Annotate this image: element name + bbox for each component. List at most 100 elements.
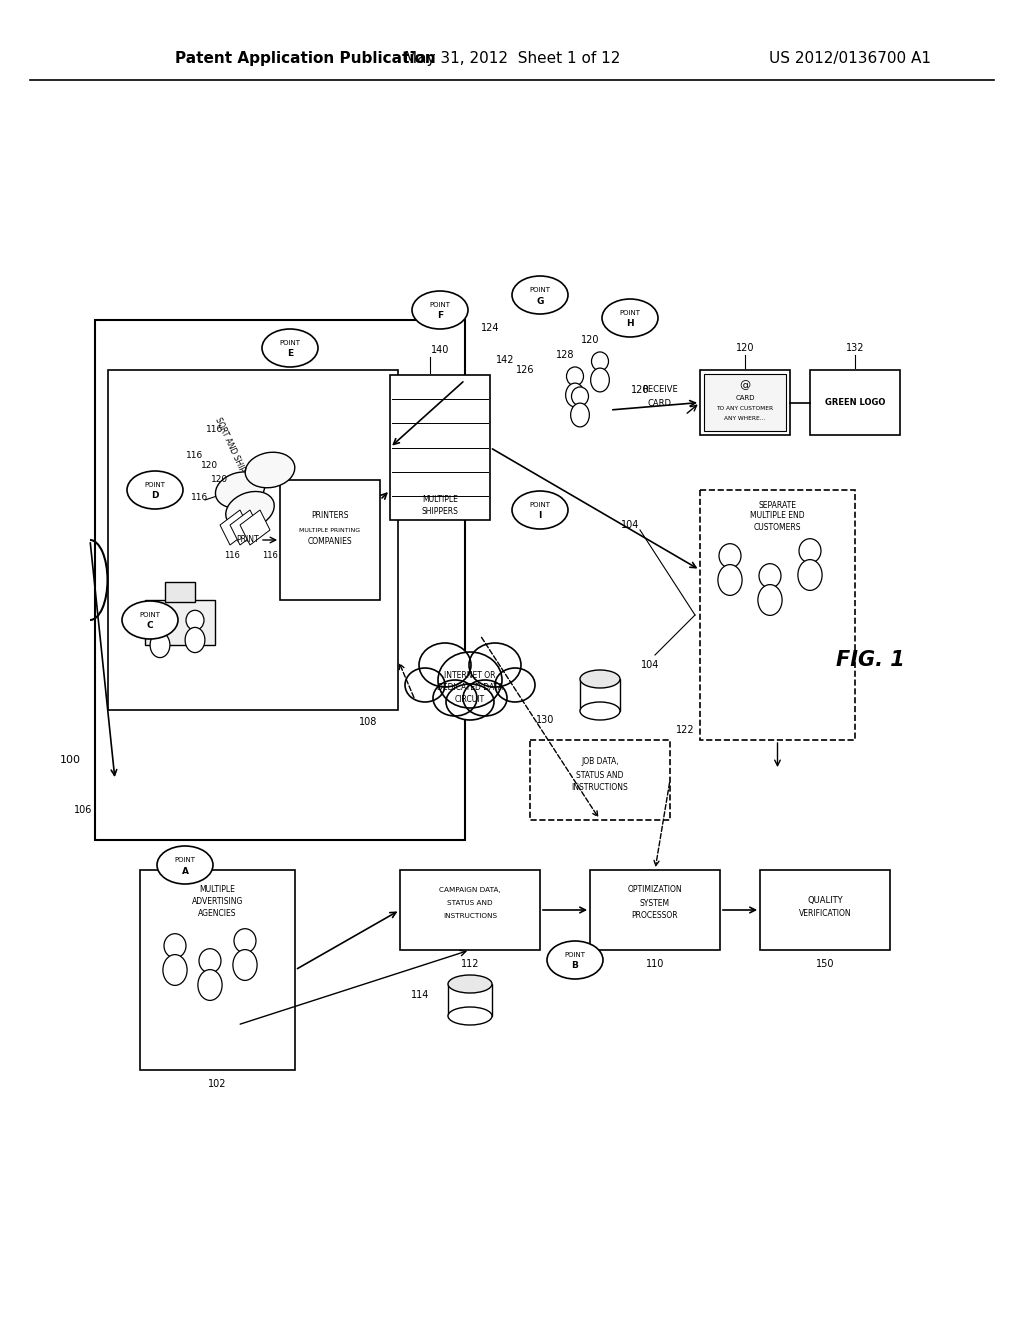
Text: 106: 106 [74,805,92,814]
Text: 150: 150 [816,960,835,969]
Ellipse shape [122,601,178,639]
Ellipse shape [406,668,445,702]
Bar [280,480,380,601]
Ellipse shape [449,975,492,993]
Text: COMPANIES: COMPANIES [307,537,352,546]
Ellipse shape [565,383,585,407]
Text: G: G [537,297,544,305]
Text: 116: 116 [207,425,223,434]
Polygon shape [230,510,260,545]
Text: POINT: POINT [620,310,640,315]
Text: POINT: POINT [144,482,166,488]
Text: 142: 142 [496,355,514,366]
Ellipse shape [469,643,521,686]
Text: @: @ [739,380,751,389]
Text: 120: 120 [211,475,228,484]
Text: D: D [152,491,159,500]
Ellipse shape [759,564,781,587]
Ellipse shape [571,387,589,405]
Bar [590,870,720,950]
Ellipse shape [198,970,222,1001]
Ellipse shape [512,276,568,314]
Bar [705,374,786,432]
Text: SHIPPERS: SHIPPERS [422,507,459,516]
Text: OPTIMIZATION: OPTIMIZATION [628,886,682,895]
Text: STATUS AND: STATUS AND [447,900,493,906]
Ellipse shape [570,403,590,426]
Ellipse shape [566,367,584,385]
Text: 114: 114 [411,990,429,1001]
Ellipse shape [547,941,603,979]
Bar [530,741,670,820]
Text: H: H [627,319,634,329]
Ellipse shape [419,643,471,686]
Text: 130: 130 [536,715,554,725]
Bar [108,370,398,710]
Text: STATUS AND: STATUS AND [577,771,624,780]
Text: CUSTOMERS: CUSTOMERS [754,523,801,532]
Ellipse shape [799,539,821,562]
Ellipse shape [592,352,608,371]
Bar [390,375,490,520]
Text: INSTRUCTIONS: INSTRUCTIONS [571,784,629,792]
Text: MULTIPLE: MULTIPLE [422,495,458,504]
Text: 102: 102 [208,1078,226,1089]
Ellipse shape [164,933,186,958]
Text: CIRCUIT: CIRCUIT [455,694,485,704]
Text: May 31, 2012  Sheet 1 of 12: May 31, 2012 Sheet 1 of 12 [403,50,621,66]
Ellipse shape [580,702,620,719]
Bar [140,870,295,1071]
Text: 116: 116 [191,492,209,502]
Text: C: C [146,622,154,631]
Ellipse shape [127,471,183,510]
Text: VERIFICATION: VERIFICATION [799,908,851,917]
Text: QUALITY: QUALITY [807,895,843,904]
Text: DEDICATED DATA: DEDICATED DATA [437,682,503,692]
Bar [760,870,890,950]
Text: SORT AND SHIP: SORT AND SHIP [213,416,247,474]
Bar [700,370,790,436]
Ellipse shape [463,680,507,715]
Ellipse shape [798,560,822,590]
Text: 104: 104 [641,660,659,671]
Text: POINT: POINT [280,341,300,346]
Text: CARD: CARD [735,395,755,401]
Text: AGENCIES: AGENCIES [199,909,237,919]
Ellipse shape [199,949,221,973]
Text: POINT: POINT [529,286,551,293]
Text: 104: 104 [621,520,639,531]
Text: 122: 122 [676,725,694,735]
Text: US 2012/0136700 A1: US 2012/0136700 A1 [769,50,931,66]
Text: 126: 126 [516,366,535,375]
Text: 116: 116 [186,450,204,459]
Text: ADVERTISING: ADVERTISING [191,898,243,907]
Ellipse shape [186,610,204,630]
Text: RECEIVE: RECEIVE [642,385,678,395]
Ellipse shape [718,565,742,595]
Ellipse shape [438,652,502,708]
Text: E: E [287,350,293,359]
Ellipse shape [433,680,477,715]
Text: GREEN LOGO: GREEN LOGO [824,399,885,407]
Ellipse shape [157,846,213,884]
Bar [95,319,465,840]
Ellipse shape [163,954,187,986]
Text: INTERNET OR: INTERNET OR [444,671,496,680]
Text: SEPARATE: SEPARATE [759,500,797,510]
Ellipse shape [449,1007,492,1026]
Ellipse shape [412,290,468,329]
Text: CARD: CARD [648,399,672,408]
Text: POINT: POINT [529,502,551,508]
Text: MULTIPLE PRINTING: MULTIPLE PRINTING [299,528,360,532]
Text: 100: 100 [59,755,81,766]
Ellipse shape [512,491,568,529]
Text: INSTRUCTIONS: INSTRUCTIONS [443,913,497,919]
Text: A: A [181,866,188,875]
Text: 120: 120 [736,343,755,352]
Ellipse shape [602,300,658,337]
Ellipse shape [245,453,295,488]
Text: SYSTEM: SYSTEM [640,899,670,908]
Polygon shape [220,510,250,545]
Ellipse shape [758,585,782,615]
Ellipse shape [262,329,318,367]
